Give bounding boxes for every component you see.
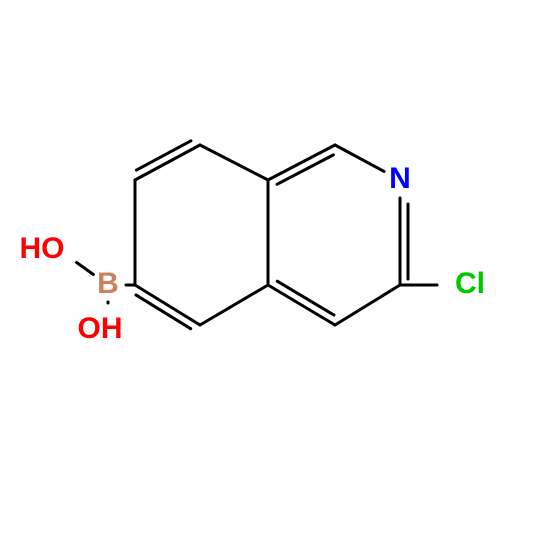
molecule-diagram: N Cl B HO OH [0,0,533,533]
bond [277,281,334,315]
atom-label-oh2: OH [78,312,123,345]
bond [136,295,191,329]
bond [135,145,200,180]
bond [135,285,200,325]
bond [200,145,268,180]
bond [268,285,335,325]
bond [268,145,335,180]
bond [77,262,94,274]
bond [335,285,400,325]
atom-label-cl: Cl [455,267,485,300]
bond [200,285,268,325]
atom-label-b: B [97,267,119,300]
bond [335,145,384,171]
atom-label-n: N [389,162,411,195]
atom-label-oh1: HO [20,232,65,265]
